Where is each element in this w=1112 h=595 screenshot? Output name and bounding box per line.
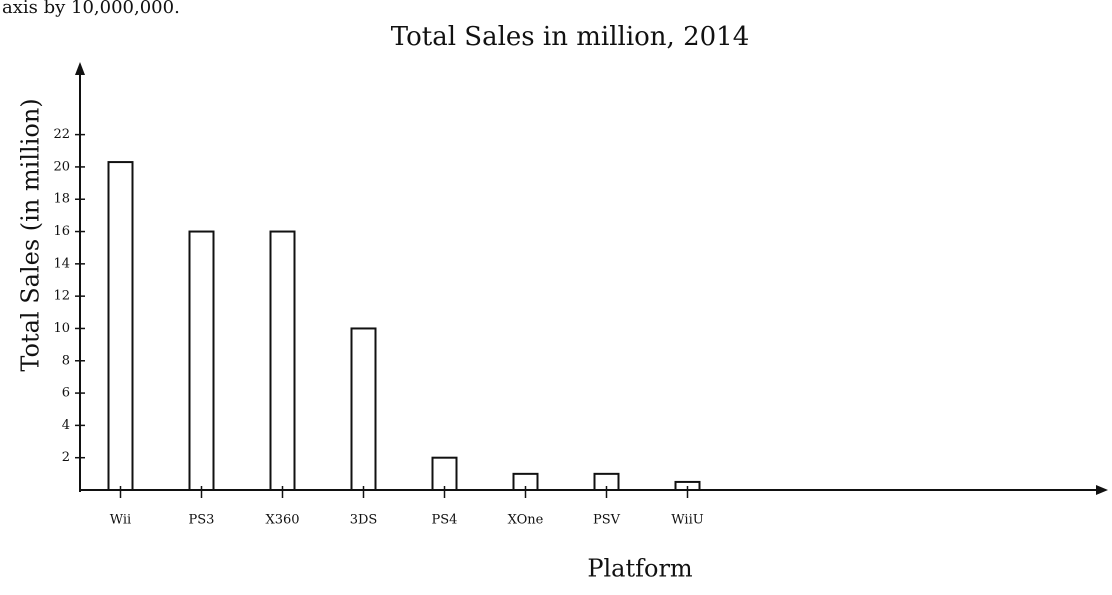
note: axis by 10,000,000. [2,0,180,18]
x-axis-arrow [1096,485,1108,495]
bar [433,458,457,490]
y-tick-label: 4 [62,418,70,433]
bar [352,328,376,490]
x-tick-label: Wii [110,513,131,528]
y-tick-label: 22 [53,127,70,142]
x-tick-label: XOne [508,513,544,528]
bar [190,232,214,490]
chart: axis by 10,000,000. Total Sales in milli… [0,0,1112,595]
x-tick-label: PSV [593,513,621,528]
x-tick-label: X360 [265,513,299,528]
x-tick-label: PS4 [432,513,458,528]
y-tick-label: 14 [53,256,70,271]
y-tick-label: 8 [62,353,70,368]
x-tick-label: 3DS [350,513,378,528]
bar [109,162,133,490]
y-tick-label: 6 [62,386,70,401]
y-tick-label: 12 [53,289,70,304]
bar [271,232,295,490]
y-tick-label: 2 [62,450,70,465]
y-tick-label: 18 [53,192,70,207]
y-axis-arrow [75,62,85,75]
x-axis-label: Platform [587,555,693,583]
x-tick-label: PS3 [189,513,215,528]
y-tick-label: 20 [53,159,70,174]
x-tick-label: WiiU [671,513,703,528]
chart-title: Total Sales in million, 2014 [391,22,749,52]
y-tick-label: 16 [53,224,70,239]
y-axis-label: Total Sales (in million) [17,98,45,371]
y-tick-label: 10 [53,321,70,336]
